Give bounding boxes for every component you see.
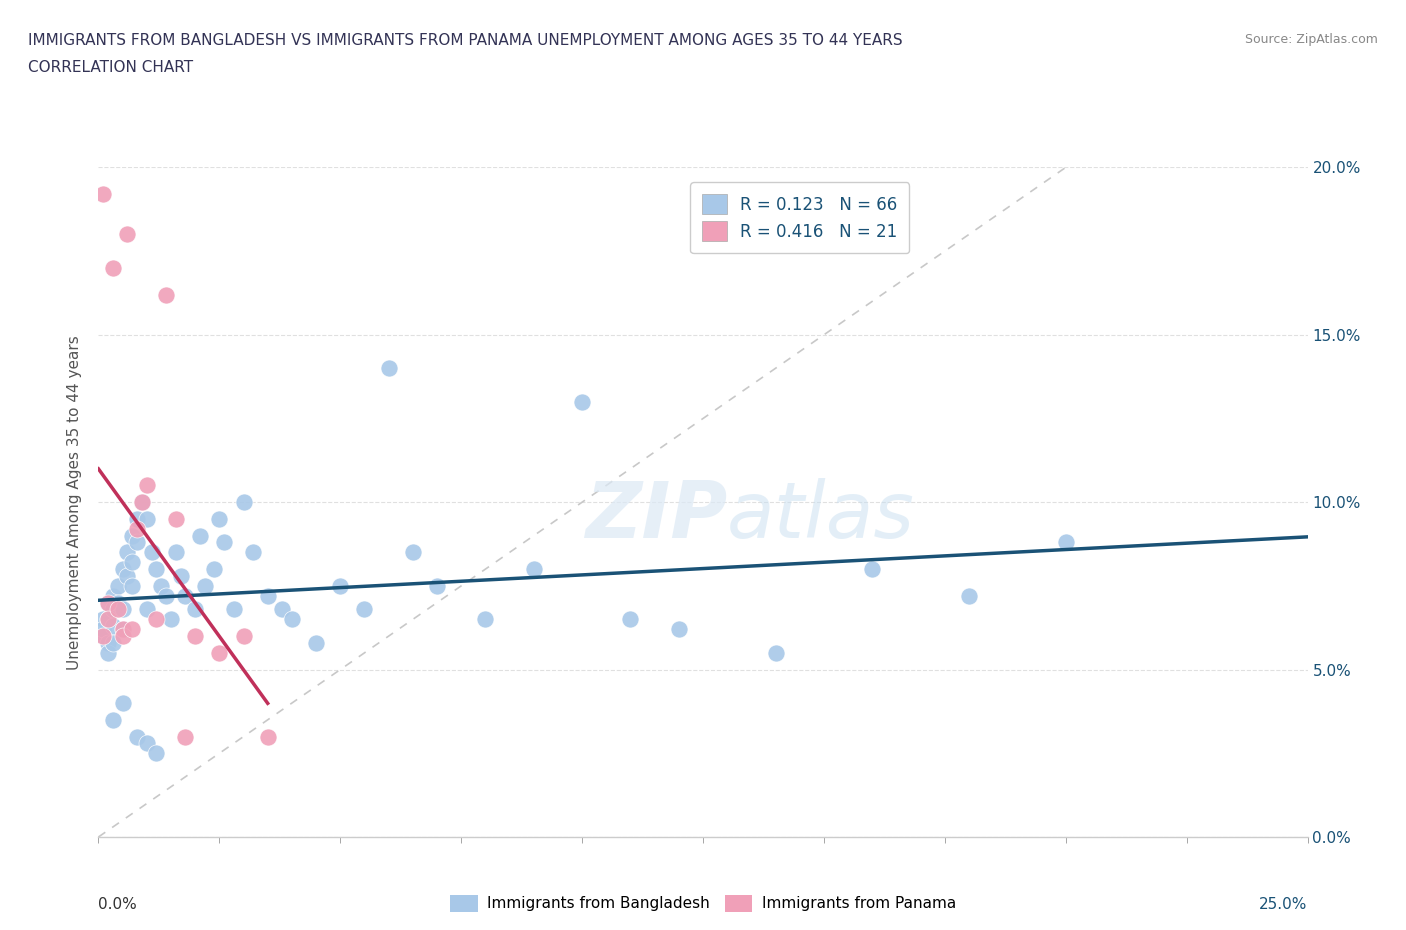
Point: [232, 495, 254, 510]
Point: [135, 736, 157, 751]
Point: [135, 512, 157, 526]
Point: [208, 512, 231, 526]
Text: ZIP: ZIP: [585, 478, 727, 553]
Point: [111, 622, 134, 637]
Point: [474, 612, 496, 627]
Point: [127, 535, 149, 550]
Point: [101, 618, 124, 633]
Point: [329, 578, 352, 593]
Point: [91, 187, 114, 202]
Point: [160, 612, 183, 627]
Point: [107, 578, 129, 593]
Point: [111, 602, 134, 617]
Point: [174, 589, 197, 604]
Point: [765, 645, 787, 660]
Point: [91, 629, 114, 644]
Point: [188, 528, 211, 543]
Point: [150, 578, 173, 593]
Point: [117, 545, 139, 560]
Point: [117, 227, 139, 242]
Point: [165, 512, 187, 526]
Point: [204, 562, 226, 577]
Point: [101, 260, 124, 275]
Point: [141, 545, 163, 560]
Text: IMMIGRANTS FROM BANGLADESH VS IMMIGRANTS FROM PANAMA UNEMPLOYMENT AMONG AGES 35 : IMMIGRANTS FROM BANGLADESH VS IMMIGRANTS…: [28, 33, 903, 47]
Point: [353, 602, 375, 617]
Point: [957, 589, 980, 604]
Point: [111, 622, 134, 637]
Point: [135, 602, 157, 617]
Point: [97, 612, 120, 627]
Point: [242, 545, 264, 560]
Point: [127, 729, 149, 744]
Point: [271, 602, 294, 617]
Y-axis label: Unemployment Among Ages 35 to 44 years: Unemployment Among Ages 35 to 44 years: [67, 335, 83, 670]
Legend: R = 0.123   N = 66, R = 0.416   N = 21: R = 0.123 N = 66, R = 0.416 N = 21: [690, 182, 910, 253]
Point: [97, 645, 120, 660]
Text: 0.0%: 0.0%: [98, 897, 138, 912]
Point: [107, 595, 129, 610]
Point: [155, 589, 177, 604]
Point: [523, 562, 546, 577]
Point: [619, 612, 641, 627]
Point: [402, 545, 425, 560]
Point: [91, 622, 114, 637]
Point: [101, 712, 124, 727]
Point: [97, 612, 120, 627]
Point: [127, 522, 149, 537]
Point: [107, 602, 129, 617]
Point: [155, 287, 177, 302]
Point: [97, 595, 120, 610]
Point: [169, 568, 191, 583]
Point: [212, 535, 235, 550]
Point: [145, 746, 167, 761]
Text: CORRELATION CHART: CORRELATION CHART: [28, 60, 193, 75]
Point: [208, 645, 231, 660]
Point: [131, 495, 153, 510]
Point: [121, 622, 143, 637]
Point: [377, 361, 399, 376]
Point: [97, 635, 120, 650]
Point: [194, 578, 217, 593]
Point: [121, 528, 143, 543]
Point: [101, 602, 124, 617]
Point: [145, 562, 167, 577]
Point: [165, 545, 187, 560]
Point: [97, 595, 120, 610]
Point: [184, 602, 207, 617]
Point: [668, 622, 690, 637]
Legend: Immigrants from Bangladesh, Immigrants from Panama: Immigrants from Bangladesh, Immigrants f…: [444, 889, 962, 918]
Point: [184, 629, 207, 644]
Point: [860, 562, 883, 577]
Point: [91, 612, 114, 627]
Point: [174, 729, 197, 744]
Point: [111, 562, 134, 577]
Point: [281, 612, 304, 627]
Point: [111, 629, 134, 644]
Point: [121, 578, 143, 593]
Point: [131, 495, 153, 510]
Point: [127, 512, 149, 526]
Point: [145, 612, 167, 627]
Text: 25.0%: 25.0%: [1260, 897, 1308, 912]
Point: [135, 478, 157, 493]
Point: [305, 635, 328, 650]
Text: Source: ZipAtlas.com: Source: ZipAtlas.com: [1244, 33, 1378, 46]
Point: [117, 568, 139, 583]
Point: [232, 629, 254, 644]
Point: [222, 602, 245, 617]
Point: [256, 729, 278, 744]
Point: [426, 578, 449, 593]
Point: [101, 589, 124, 604]
Point: [91, 629, 114, 644]
Point: [111, 696, 134, 711]
Point: [571, 394, 593, 409]
Point: [1054, 535, 1077, 550]
Point: [121, 555, 143, 570]
Point: [256, 589, 278, 604]
Point: [101, 635, 124, 650]
Text: atlas: atlas: [727, 478, 915, 553]
